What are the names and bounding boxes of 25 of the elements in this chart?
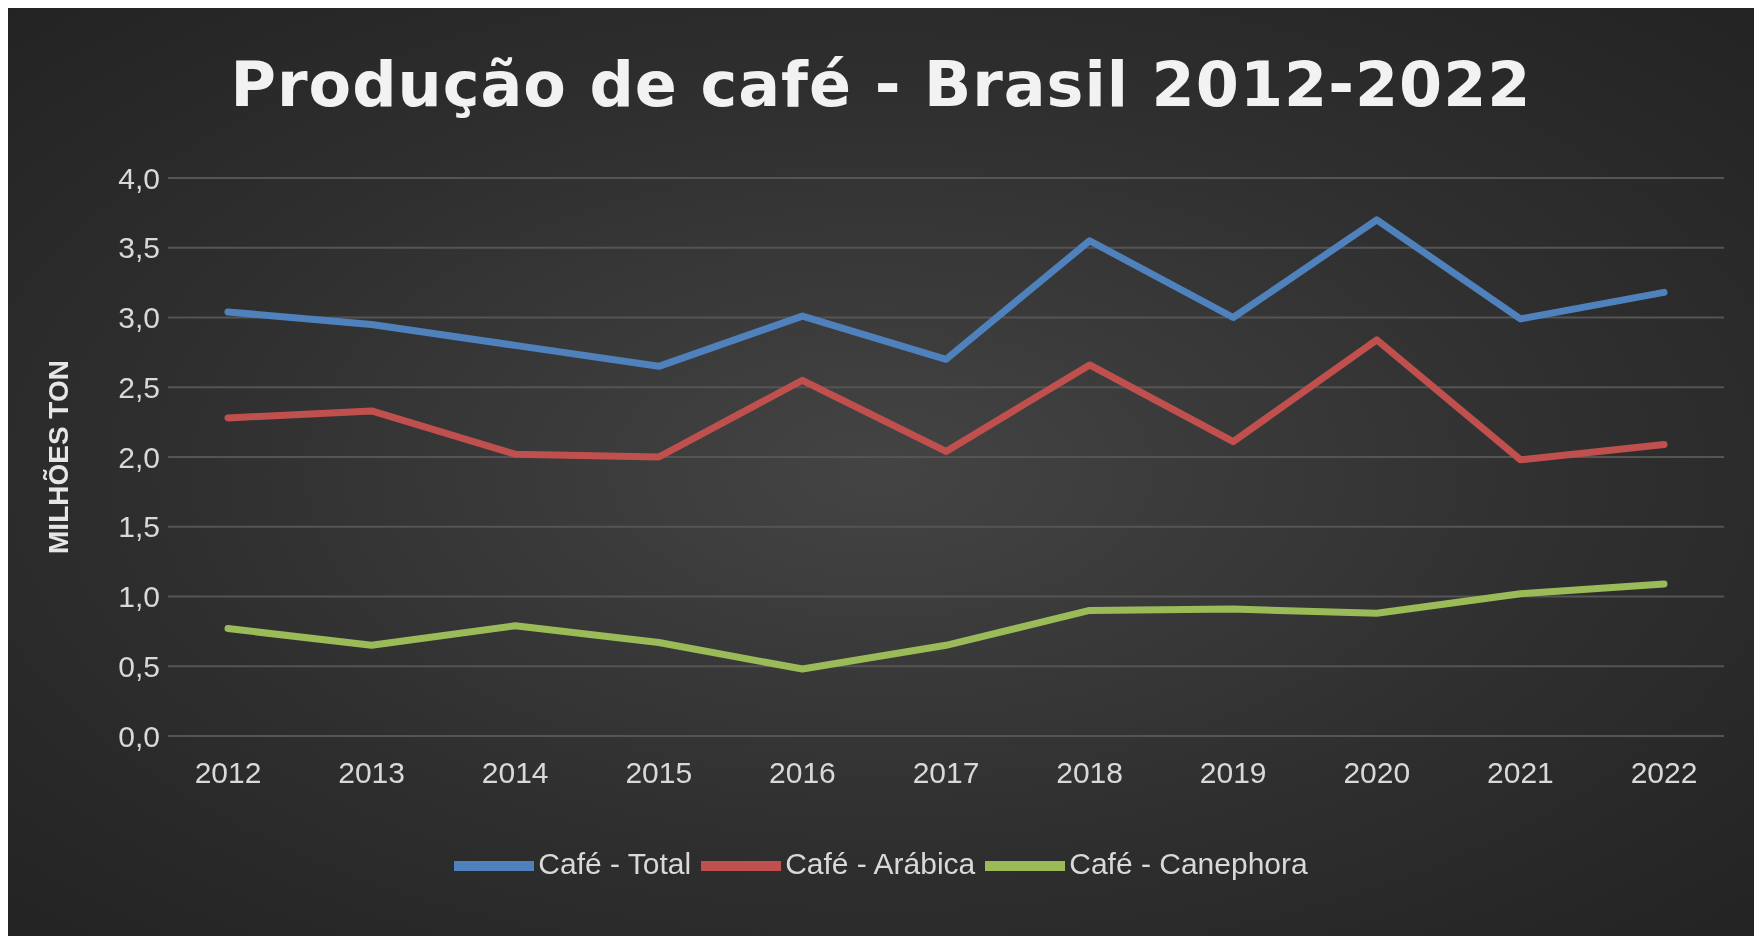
legend-label: Café - Canephora xyxy=(1069,846,1308,880)
y-tick-label: 3,5 xyxy=(118,231,160,265)
x-tick-label: 2021 xyxy=(1487,756,1554,790)
y-axis-title: MILHÕES TON xyxy=(42,360,74,554)
y-tick-label: 0,5 xyxy=(118,649,160,683)
x-tick-label: 2018 xyxy=(1056,756,1123,790)
x-tick-label: 2015 xyxy=(625,756,693,790)
x-tick-label: 2013 xyxy=(338,756,405,790)
x-tick-label: 2019 xyxy=(1199,756,1267,790)
legend-label: Café - Arábica xyxy=(785,846,976,880)
y-tick-label: 4,0 xyxy=(118,161,160,195)
y-tick-label: 3,0 xyxy=(118,301,160,335)
x-tick-label: 2012 xyxy=(194,756,262,790)
x-tick-label: 2017 xyxy=(912,756,980,790)
legend-label: Café - Total xyxy=(538,846,692,880)
chart-title: Produção de café - Brasil 2012-2022 xyxy=(229,48,1533,121)
x-tick-label: 2020 xyxy=(1343,756,1411,790)
y-tick-label: 2,0 xyxy=(118,440,160,474)
y-tick-label: 2,5 xyxy=(118,370,160,404)
x-tick-label: 2014 xyxy=(481,756,549,790)
y-tick-label: 1,0 xyxy=(118,580,160,614)
y-tick-label: 0,0 xyxy=(118,719,160,753)
y-tick-label: 1,5 xyxy=(118,510,160,544)
x-tick-label: 2016 xyxy=(769,756,836,790)
x-tick-label: 2022 xyxy=(1630,756,1698,790)
